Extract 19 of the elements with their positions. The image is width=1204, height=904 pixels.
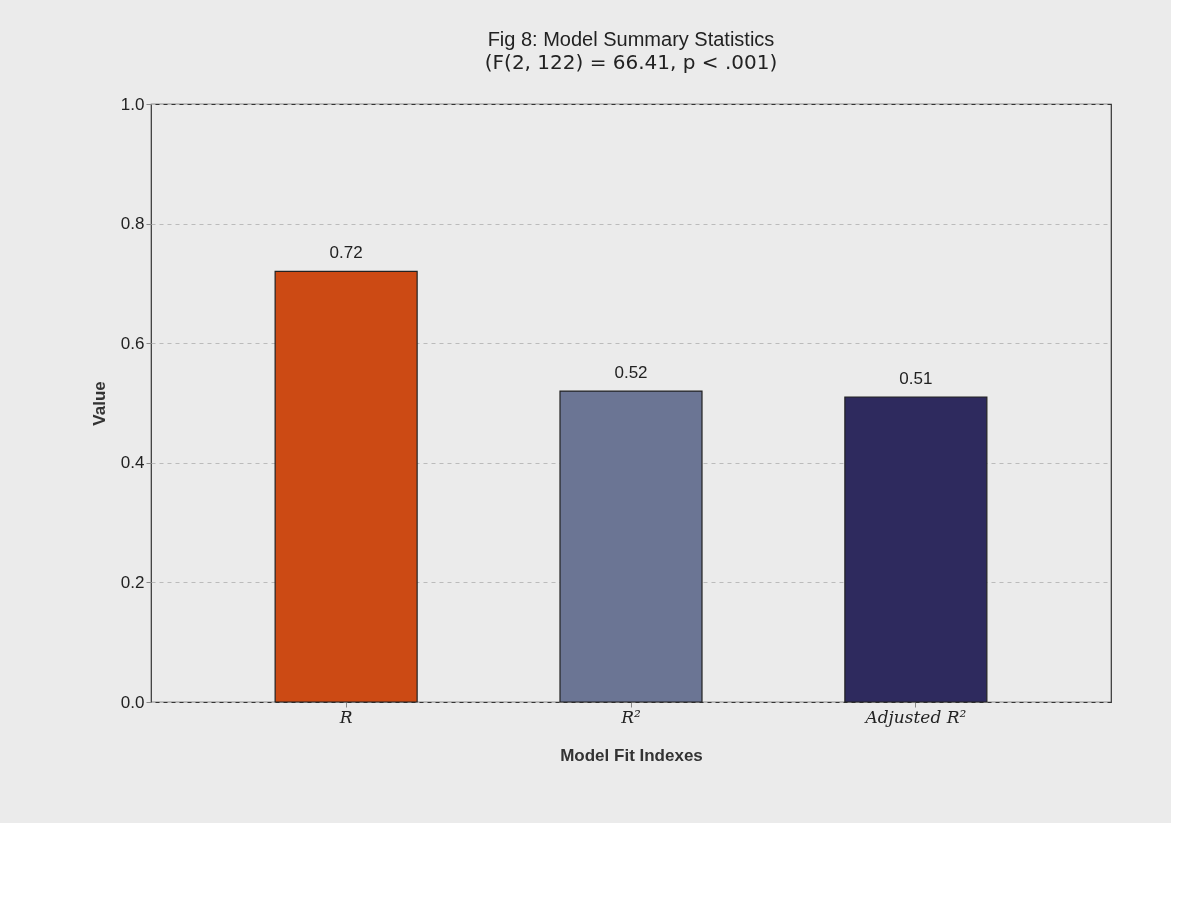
data-label: 0.51 <box>899 369 933 389</box>
y-tick-label: 0.6 <box>120 333 145 353</box>
x-tick-label: R <box>338 706 353 727</box>
bar <box>274 270 418 703</box>
chart-subtitle: (F(2, 122) = 66.41, p < .001) <box>484 50 778 74</box>
bar <box>559 390 703 703</box>
x-axis-title: Model Fit Indexes <box>560 745 703 765</box>
y-tick-label: 0.0 <box>120 692 145 712</box>
bar <box>844 396 988 703</box>
data-label: 0.72 <box>329 243 363 263</box>
data-label: 0.52 <box>614 363 648 383</box>
y-tick-label: 0.4 <box>120 453 145 473</box>
chart-title: Fig 8: Model Summary Statistics <box>487 28 775 50</box>
x-tick-label: R² <box>620 706 641 727</box>
x-tick-label: Adjusted R² <box>863 706 967 727</box>
y-axis-title: Value <box>89 381 109 426</box>
y-tick-label: 1.0 <box>120 94 145 114</box>
y-tick-label: 0.2 <box>120 572 145 592</box>
y-tick-label: 0.8 <box>120 214 145 234</box>
